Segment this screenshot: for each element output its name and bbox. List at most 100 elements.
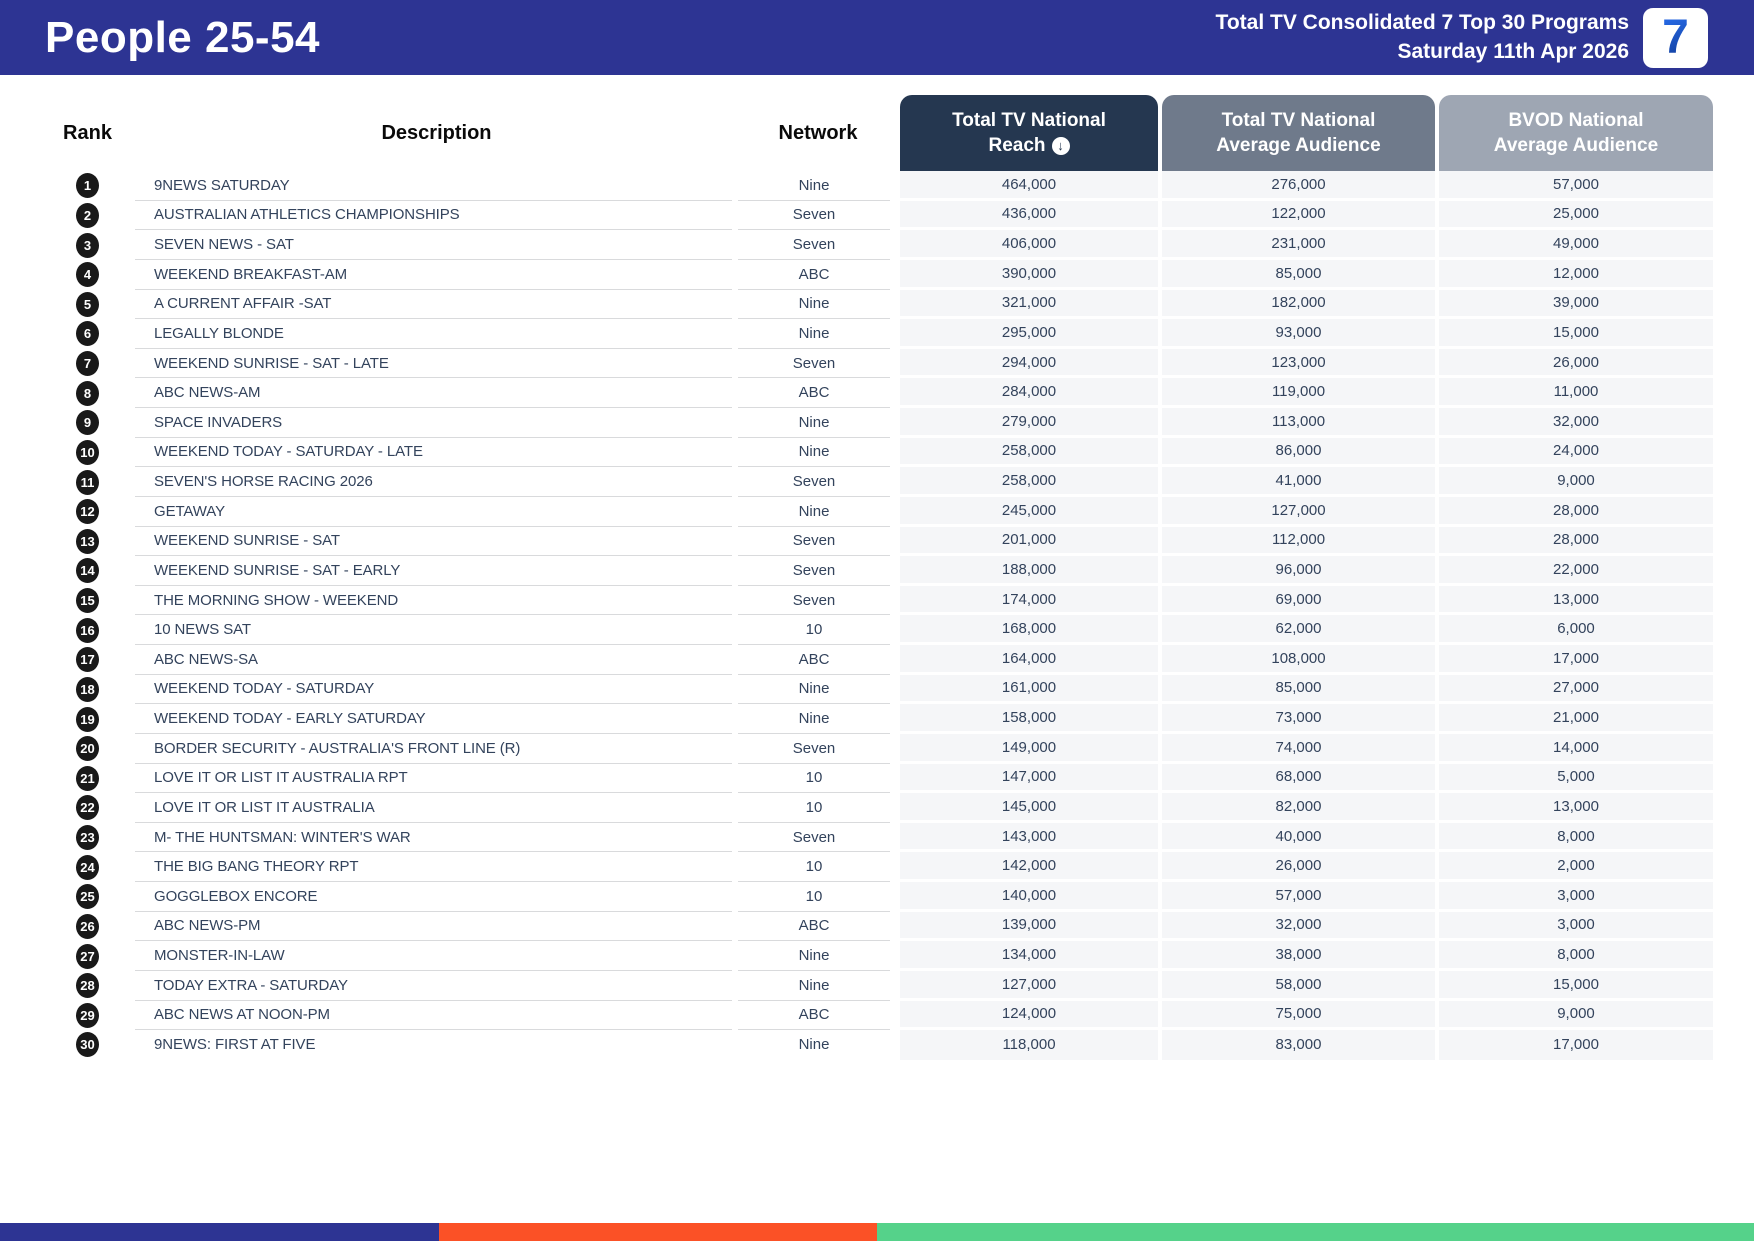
program-description: THE MORNING SHOW - WEEKEND	[135, 586, 732, 616]
bvod-audience-value: 8,000	[1439, 822, 1713, 853]
avg-audience-value: 96,000	[1162, 556, 1435, 586]
reach-value: 284,000	[900, 378, 1158, 408]
reach-value: 124,000	[900, 1000, 1158, 1031]
avg-audience-value: 58,000	[1162, 970, 1435, 1001]
program-network: ABC	[738, 912, 890, 942]
rank-badge: 9	[76, 410, 99, 436]
reach-column-header[interactable]: Total TV National Reach ↓	[900, 95, 1158, 171]
reach-value: 139,000	[900, 911, 1158, 942]
reach-value: 436,000	[900, 200, 1158, 231]
rank-badge: 20	[76, 736, 99, 762]
bvod-audience-value: 32,000	[1439, 408, 1713, 438]
program-network: 10	[738, 764, 890, 794]
program-description: GOGGLEBOX ENCORE	[135, 882, 732, 912]
reach-value: 245,000	[900, 496, 1158, 527]
program-description: WEEKEND SUNRISE - SAT	[135, 527, 732, 557]
avg-header-line1: Total TV National	[1221, 109, 1376, 131]
table-row: 12 GETAWAY Nine 245,000 127,000 28,000	[40, 496, 1715, 527]
sort-descending-icon[interactable]: ↓	[1051, 136, 1070, 155]
rank-badge: 14	[76, 558, 99, 584]
program-network: ABC	[738, 645, 890, 675]
rank-badge: 26	[76, 913, 99, 939]
program-description: 9NEWS SATURDAY	[135, 171, 732, 201]
avg-audience-value: 276,000	[1162, 171, 1435, 201]
avg-audience-value: 69,000	[1162, 585, 1435, 616]
bvod-audience-value: 17,000	[1439, 645, 1713, 675]
bvod-audience-value: 28,000	[1439, 496, 1713, 527]
seven-logo-glyph: 7	[1662, 11, 1689, 64]
reach-value: 295,000	[900, 319, 1158, 349]
reach-value: 158,000	[900, 704, 1158, 734]
reach-header-line1: Total TV National	[952, 109, 1106, 131]
bvod-audience-value: 3,000	[1439, 882, 1713, 912]
avg-audience-value: 38,000	[1162, 941, 1435, 971]
avg-audience-value: 123,000	[1162, 348, 1435, 379]
table-row: 23 M- THE HUNTSMAN: WINTER'S WAR Seven 1…	[40, 822, 1715, 853]
bvod-audience-value: 11,000	[1439, 378, 1713, 408]
reach-value: 147,000	[900, 763, 1158, 794]
program-network: Seven	[738, 527, 890, 557]
reach-value: 149,000	[900, 733, 1158, 764]
program-description: A CURRENT AFFAIR -SAT	[135, 290, 732, 320]
rank-badge: 16	[76, 617, 99, 643]
table-row: 29 ABC NEWS AT NOON-PM ABC 124,000 75,00…	[40, 1000, 1715, 1031]
program-description: BORDER SECURITY - AUSTRALIA'S FRONT LINE…	[135, 734, 732, 764]
reach-value: 118,000	[900, 1030, 1158, 1060]
avg-audience-value: 85,000	[1162, 674, 1435, 705]
rank-column-header: Rank	[63, 121, 112, 144]
program-network: Seven	[738, 467, 890, 497]
program-description: LOVE IT OR LIST IT AUSTRALIA RPT	[135, 764, 732, 794]
reach-value: 258,000	[900, 437, 1158, 468]
rank-badge: 29	[76, 1002, 99, 1028]
bvod-audience-value: 22,000	[1439, 556, 1713, 586]
report-date: Saturday 11th Apr 2026	[1397, 39, 1630, 63]
bvod-audience-value: 9,000	[1439, 1000, 1713, 1031]
program-network: Nine	[798, 1036, 830, 1054]
program-description: WEEKEND BREAKFAST-AM	[135, 260, 732, 290]
program-network: Nine	[738, 408, 890, 438]
footer-bar-segment	[438, 1223, 877, 1241]
bvod-header-line2: Average Audience	[1493, 135, 1659, 156]
description-column-header: Description	[381, 121, 492, 144]
rank-badge: 7	[76, 351, 99, 377]
network-column-header: Network	[778, 121, 858, 144]
reach-value: 145,000	[900, 793, 1158, 823]
rank-badge: 13	[76, 528, 99, 554]
rank-badge: 24	[76, 854, 99, 880]
rank-badge: 11	[76, 469, 99, 495]
reach-value: 164,000	[900, 645, 1158, 675]
rank-badge: 4	[76, 262, 99, 288]
program-network: ABC	[738, 260, 890, 290]
program-network: Nine	[738, 675, 890, 705]
program-network: 10	[738, 615, 890, 645]
bvod-audience-value: 15,000	[1439, 319, 1713, 349]
program-description: SEVEN'S HORSE RACING 2026	[135, 467, 732, 497]
table-row: 9 SPACE INVADERS Nine 279,000 113,000 32…	[40, 408, 1715, 438]
program-network: 10	[738, 882, 890, 912]
reach-value: 201,000	[900, 526, 1158, 557]
bvod-audience-value: 5,000	[1439, 763, 1713, 794]
table-row: 7 WEEKEND SUNRISE - SAT - LATE Seven 294…	[40, 348, 1715, 379]
reach-value: 390,000	[900, 259, 1158, 290]
rank-badge: 27	[76, 943, 99, 969]
avg-audience-value: 83,000	[1162, 1030, 1435, 1060]
rank-badge: 23	[76, 825, 99, 851]
rank-badge: 28	[76, 973, 99, 999]
avg-audience-value: 93,000	[1162, 319, 1435, 349]
rank-badge: 17	[76, 647, 99, 673]
program-description: ABC NEWS AT NOON-PM	[135, 1001, 732, 1031]
top-header-bar: People 25-54 Total TV Consolidated 7 Top…	[0, 0, 1754, 75]
table-row: 22 LOVE IT OR LIST IT AUSTRALIA 10 145,0…	[40, 793, 1715, 823]
avg-audience-value: 32,000	[1162, 911, 1435, 942]
bvod-audience-value: 26,000	[1439, 348, 1713, 379]
table-row: 5 A CURRENT AFFAIR -SAT Nine 321,000 182…	[40, 289, 1715, 320]
bvod-audience-value: 49,000	[1439, 230, 1713, 260]
reach-value: 406,000	[900, 230, 1158, 260]
reach-value: 174,000	[900, 585, 1158, 616]
rank-badge: 5	[76, 291, 99, 317]
avg-audience-value: 40,000	[1162, 822, 1435, 853]
table-header-row: Rank Description Network Total TV Nation…	[40, 95, 1715, 171]
footer-bar-segment	[877, 1223, 1754, 1241]
avg-audience-value: 82,000	[1162, 793, 1435, 823]
table-row: 27 MONSTER-IN-LAW Nine 134,000 38,000 8,…	[40, 941, 1715, 971]
